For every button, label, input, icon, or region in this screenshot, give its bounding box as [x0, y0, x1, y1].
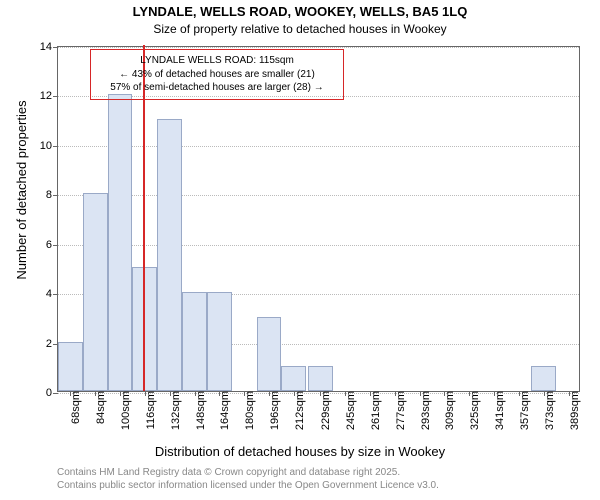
xtick-label: 116sqm [139, 391, 157, 429]
gridline [58, 245, 579, 246]
xtick-label: 261sqm [364, 391, 382, 430]
xtick-label: 180sqm [238, 391, 256, 430]
y-axis-label: Number of detached properties [14, 65, 29, 315]
property-callout: LYNDALE WELLS ROAD: 115sqm ← 43% of deta… [90, 49, 344, 100]
xtick-label: 148sqm [189, 391, 207, 430]
ytick-label: 0 [46, 387, 58, 399]
ytick-label: 12 [40, 90, 58, 102]
xtick-label: 212sqm [288, 391, 306, 430]
x-axis-label: Distribution of detached houses by size … [0, 444, 600, 459]
callout-line-2: ← 43% of detached houses are smaller (21… [97, 68, 337, 82]
gridline [58, 195, 579, 196]
callout-line-1: LYNDALE WELLS ROAD: 115sqm [97, 54, 337, 68]
histogram-bar [157, 119, 182, 391]
xtick-label: 325sqm [463, 391, 481, 430]
xtick-label: 245sqm [339, 391, 357, 430]
ytick-label: 10 [40, 140, 58, 152]
xtick-label: 196sqm [263, 391, 281, 430]
gridline [58, 146, 579, 147]
histogram-bar [531, 366, 556, 391]
footer-line-2: Contains public sector information licen… [57, 479, 439, 492]
histogram-bar [58, 342, 83, 391]
xtick-label: 164sqm [213, 391, 231, 430]
xtick-label: 132sqm [164, 391, 182, 430]
histogram-bar [207, 292, 232, 391]
histogram-bar [83, 193, 108, 391]
ytick-label: 4 [46, 288, 58, 300]
histogram-bar [182, 292, 207, 391]
footer-line-1: Contains HM Land Registry data © Crown c… [57, 466, 439, 479]
histogram-bar [108, 94, 133, 391]
xtick-label: 100sqm [114, 391, 132, 430]
xtick-label: 373sqm [538, 391, 556, 430]
histogram-bar [281, 366, 306, 391]
xtick-label: 389sqm [563, 391, 581, 430]
ytick-label: 2 [46, 338, 58, 350]
chart-container: LYNDALE, WELLS ROAD, WOOKEY, WELLS, BA5 … [0, 0, 600, 500]
xtick-label: 277sqm [389, 391, 407, 430]
xtick-label: 293sqm [414, 391, 432, 430]
xtick-label: 229sqm [314, 391, 332, 430]
callout-line-3: 57% of semi-detached houses are larger (… [97, 81, 337, 95]
xtick-label: 309sqm [438, 391, 456, 430]
xtick-label: 68sqm [64, 391, 82, 424]
footer-attribution: Contains HM Land Registry data © Crown c… [57, 466, 439, 492]
xtick-label: 357sqm [513, 391, 531, 430]
ytick-label: 14 [40, 41, 58, 53]
gridline [58, 47, 579, 48]
xtick-label: 84sqm [89, 391, 107, 424]
histogram-bar [308, 366, 333, 391]
ytick-label: 8 [46, 189, 58, 201]
xtick-label: 341sqm [488, 391, 506, 430]
chart-title: LYNDALE, WELLS ROAD, WOOKEY, WELLS, BA5 … [0, 4, 600, 19]
chart-subtitle: Size of property relative to detached ho… [0, 22, 600, 36]
ytick-label: 6 [46, 239, 58, 251]
histogram-bar [257, 317, 282, 391]
